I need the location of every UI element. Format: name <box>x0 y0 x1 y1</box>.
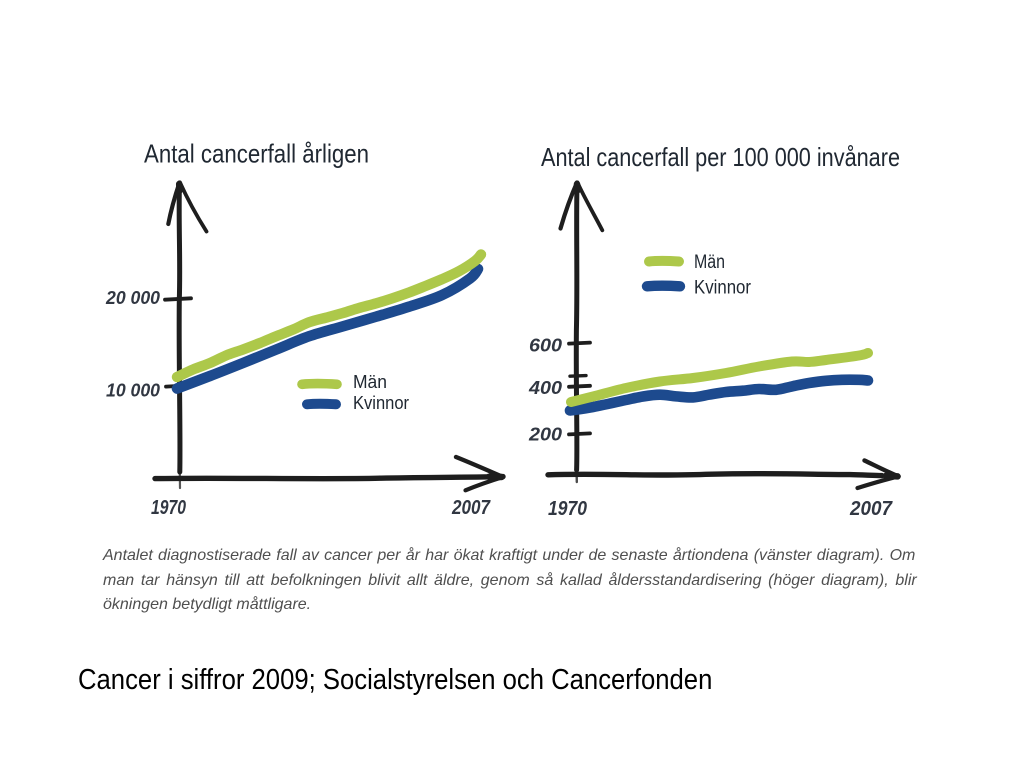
svg-text:Antal cancerfall årligen: Antal cancerfall årligen <box>144 139 369 169</box>
svg-text:2007: 2007 <box>849 498 893 520</box>
svg-text:Män: Män <box>353 372 387 392</box>
svg-text:Kvinnor: Kvinnor <box>353 393 409 413</box>
svg-text:400: 400 <box>528 378 562 398</box>
svg-text:600: 600 <box>529 336 562 356</box>
svg-text:Kvinnor: Kvinnor <box>694 278 752 299</box>
svg-text:Antal cancerfall per 100 000 i: Antal cancerfall per 100 000 invånare <box>541 142 900 172</box>
svg-text:20 000: 20 000 <box>105 288 160 308</box>
svg-text:Män: Män <box>694 252 725 273</box>
svg-text:10 000: 10 000 <box>106 381 160 401</box>
svg-text:2007: 2007 <box>451 497 491 519</box>
svg-text:1970: 1970 <box>548 498 587 520</box>
svg-text:200: 200 <box>528 425 562 445</box>
svg-text:1970: 1970 <box>151 497 186 519</box>
